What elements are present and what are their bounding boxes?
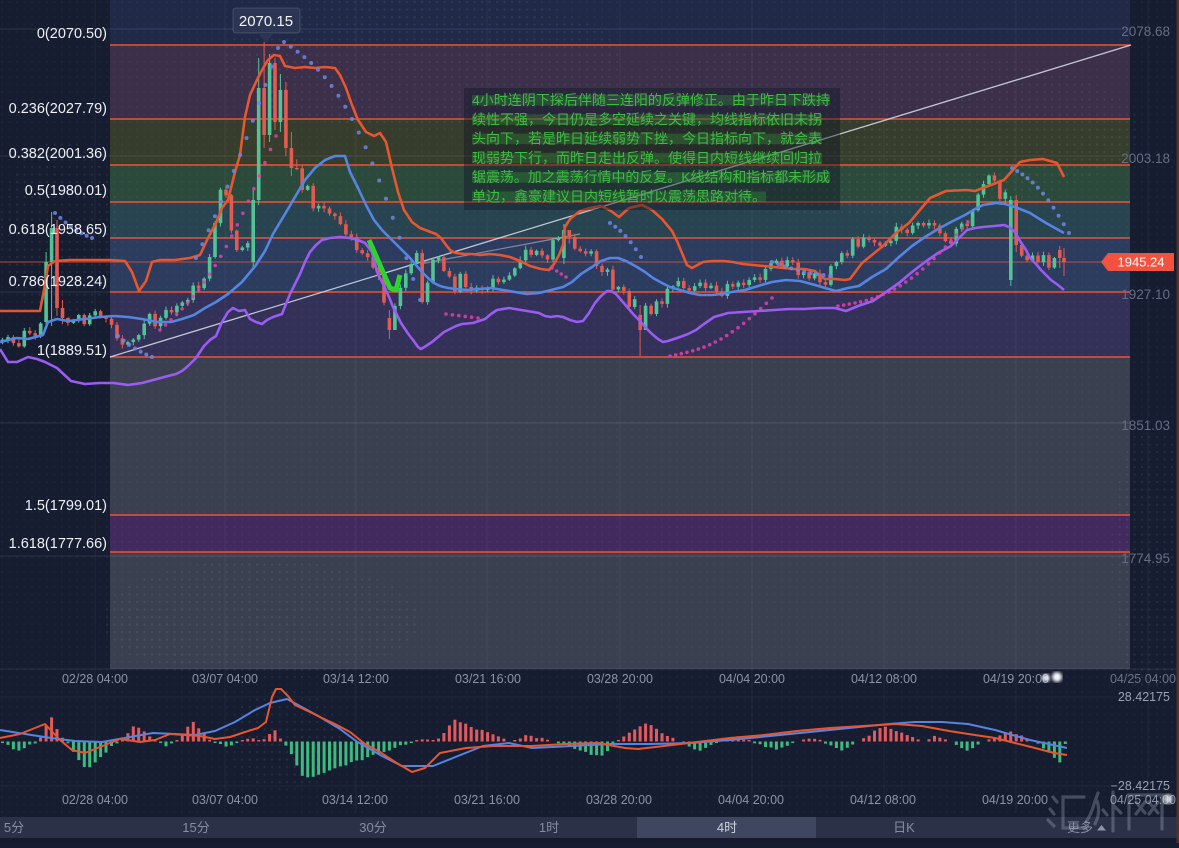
svg-text:4时: 4时	[717, 820, 737, 835]
svg-text:03/14 12:00: 03/14 12:00	[323, 672, 389, 686]
svg-text:03/14 12:00: 03/14 12:00	[322, 793, 388, 807]
svg-text:0.5(1980.01): 0.5(1980.01)	[25, 183, 107, 199]
svg-text:单边，鑫豪建议日内短线暂时以震荡思路对待。: 单边，鑫豪建议日内短线暂时以震荡思路对待。	[472, 189, 766, 205]
svg-text:现弱势下行，而昨日走出反弹。使得日内短线继续回归拉: 现弱势下行，而昨日走出反弹。使得日内短线继续回归拉	[472, 150, 822, 166]
svg-text:1927.10: 1927.10	[1121, 287, 1170, 302]
svg-text:0(2070.50): 0(2070.50)	[37, 26, 107, 42]
svg-text:0.236(2027.79): 0.236(2027.79)	[9, 101, 107, 117]
svg-text:头向下，若是昨日延续弱势下挫，今日指标向下，就会表: 头向下，若是昨日延续弱势下挫，今日指标向下，就会表	[472, 131, 822, 147]
svg-text:日K: 日K	[893, 820, 915, 835]
svg-text:−28.42175: −28.42175	[1111, 779, 1170, 793]
svg-text:04/12 08:00: 04/12 08:00	[851, 672, 917, 686]
svg-text:锯震荡。加之震荡行情中的反复。K线结构和指标都未形成: 锯震荡。加之震荡行情中的反复。K线结构和指标都未形成	[472, 169, 830, 185]
svg-text:03/21 16:00: 03/21 16:00	[455, 672, 521, 686]
svg-text:03/21 16:00: 03/21 16:00	[454, 793, 520, 807]
svg-text:4小时连阴下探后伴随三连阳的反弹修正。由于昨日下跌持: 4小时连阴下探后伴随三连阳的反弹修正。由于昨日下跌持	[472, 92, 830, 108]
svg-text:5分: 5分	[4, 820, 24, 835]
svg-text:1774.95: 1774.95	[1121, 551, 1170, 566]
svg-text:03/28 20:00: 03/28 20:00	[587, 672, 653, 686]
svg-text:1945.24: 1945.24	[1118, 255, 1165, 270]
svg-text:15分: 15分	[182, 820, 209, 835]
svg-text:03/28 20:00: 03/28 20:00	[586, 793, 652, 807]
svg-text:04/12 08:00: 04/12 08:00	[850, 793, 916, 807]
svg-text:30分: 30分	[359, 820, 386, 835]
svg-text:1.5(1799.01): 1.5(1799.01)	[25, 498, 107, 514]
svg-text:0.382(2001.36): 0.382(2001.36)	[9, 146, 107, 162]
svg-text:1.618(1777.66): 1.618(1777.66)	[9, 536, 107, 552]
svg-text:03/07 04:00: 03/07 04:00	[192, 672, 258, 686]
svg-text:04/04 20:00: 04/04 20:00	[718, 793, 784, 807]
svg-text:2078.68: 2078.68	[1121, 24, 1170, 39]
svg-text:1时: 1时	[539, 820, 559, 835]
svg-text:0.786(1928.24): 0.786(1928.24)	[9, 274, 107, 290]
svg-text:04/04 20:00: 04/04 20:00	[719, 672, 785, 686]
svg-text:续性不强，今日仍是多空延续之关键，均线指标依旧未拐: 续性不强，今日仍是多空延续之关键，均线指标依旧未拐	[472, 111, 822, 127]
svg-text:02/28 04:00: 02/28 04:00	[62, 672, 128, 686]
svg-text:28.42175: 28.42175	[1118, 690, 1170, 704]
svg-text:2070.15: 2070.15	[239, 13, 293, 30]
svg-text:1851.03: 1851.03	[1121, 418, 1170, 433]
svg-text:2003.18: 2003.18	[1121, 151, 1170, 166]
svg-text:04/19 20:00: 04/19 20:00	[982, 793, 1048, 807]
svg-text:04/25 04:00: 04/25 04:00	[1110, 672, 1176, 686]
svg-text:04/19 20:00: 04/19 20:00	[983, 672, 1049, 686]
svg-text:03/07 04:00: 03/07 04:00	[192, 793, 258, 807]
svg-text:02/28 04:00: 02/28 04:00	[62, 793, 128, 807]
svg-text:1(1889.51): 1(1889.51)	[37, 343, 107, 359]
svg-text:0.618(1958.65): 0.618(1958.65)	[9, 222, 107, 238]
